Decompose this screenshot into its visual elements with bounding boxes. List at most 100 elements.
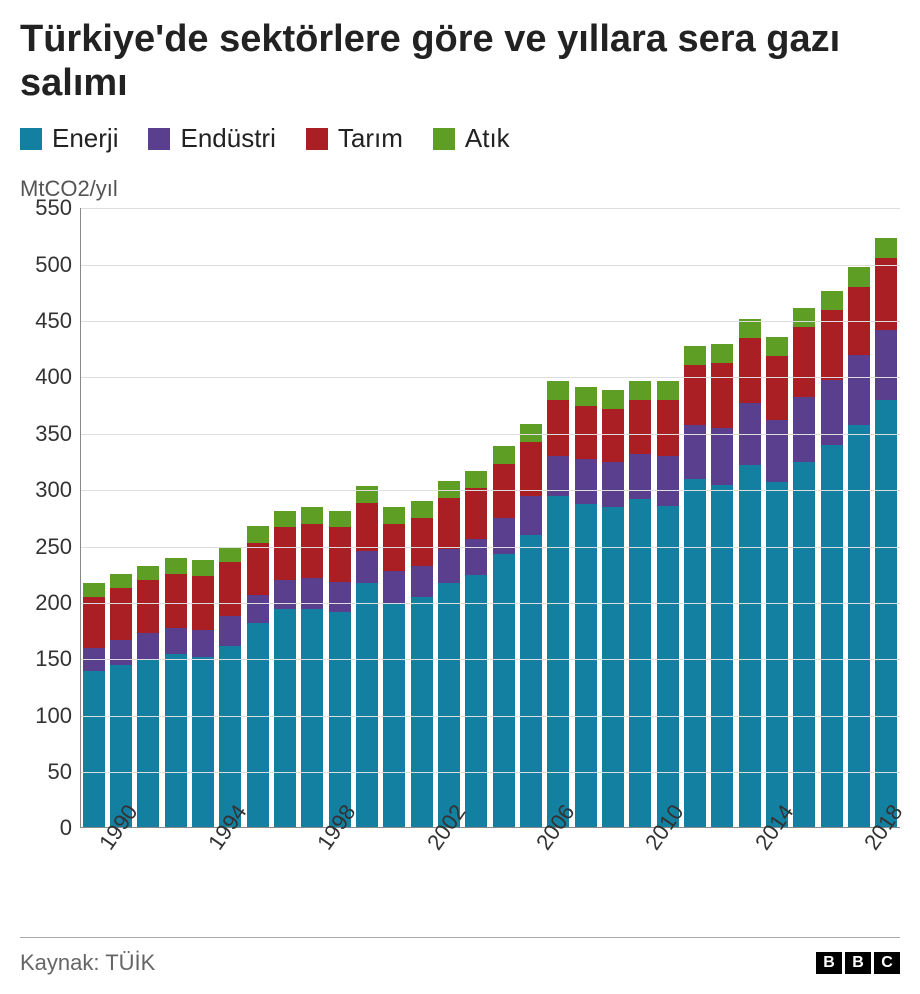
x-tick-slot	[793, 828, 815, 938]
bar-segment	[192, 630, 214, 657]
x-tick-slot	[438, 828, 460, 938]
y-tick-label: 50	[20, 759, 72, 785]
x-tick-slot: 1990	[83, 828, 105, 938]
bar-segment	[356, 503, 378, 551]
bar-segment	[411, 518, 433, 565]
bar-segment	[329, 527, 351, 581]
bar-segment	[301, 578, 323, 608]
bar-segment	[83, 671, 105, 829]
bar-segment	[711, 344, 733, 363]
bar-segment	[110, 588, 132, 640]
x-tick-slot	[575, 828, 597, 938]
chart-title: Türkiye'de sektörlere göre ve yıllara se…	[20, 18, 900, 105]
y-tick-label: 500	[20, 252, 72, 278]
bar-segment	[247, 543, 269, 595]
bar-column	[875, 238, 897, 829]
bar-segment	[110, 640, 132, 665]
x-axis-ticks: 19901994199820022006201020142018	[80, 828, 900, 938]
x-tick-slot: 2002	[411, 828, 433, 938]
bar-segment	[793, 308, 815, 327]
bar-segment	[793, 397, 815, 462]
gridline	[80, 659, 900, 660]
bar-segment	[657, 506, 679, 828]
bar-segment	[602, 390, 624, 409]
legend-item: Enerji	[20, 123, 118, 154]
bar-column	[247, 526, 269, 828]
gridline	[80, 490, 900, 491]
legend-label: Enerji	[52, 123, 118, 154]
bar-segment	[520, 496, 542, 535]
bar-column	[711, 344, 733, 829]
x-tick-slot	[766, 828, 788, 938]
bar-segment	[383, 507, 405, 524]
bar-segment	[247, 623, 269, 828]
bar-segment	[629, 400, 651, 454]
bar-segment	[575, 504, 597, 829]
bar-segment	[110, 574, 132, 589]
bar-segment	[875, 258, 897, 330]
y-tick-label: 0	[20, 815, 72, 841]
y-axis-label: MtCO2/yıl	[20, 176, 900, 202]
x-tick-slot: 2018	[848, 828, 870, 938]
bbc-logo: BBC	[816, 952, 900, 974]
bar-column	[411, 501, 433, 828]
bar-segment	[137, 633, 159, 659]
bar-column	[547, 381, 569, 829]
bar-segment	[821, 380, 843, 445]
bar-column	[329, 511, 351, 829]
bar-column	[165, 558, 187, 829]
bbc-logo-box: B	[845, 952, 871, 974]
bar-segment	[848, 425, 870, 829]
bar-column	[274, 511, 296, 829]
bar-column	[219, 547, 241, 829]
legend-item: Tarım	[306, 123, 403, 154]
y-axis-line	[80, 208, 81, 828]
bar-segment	[629, 454, 651, 499]
bar-segment	[520, 424, 542, 442]
x-tick-slot: 2014	[739, 828, 761, 938]
y-tick-label: 200	[20, 590, 72, 616]
x-tick-slot	[219, 828, 241, 938]
bar-segment	[465, 488, 487, 539]
gridline	[80, 265, 900, 266]
bar-segment	[657, 381, 679, 400]
x-tick-slot	[465, 828, 487, 938]
bar-segment	[165, 574, 187, 628]
chart-plot-area: 19901994199820022006201020142018 0501001…	[20, 208, 900, 828]
bar-segment	[83, 597, 105, 648]
bar-segment	[356, 583, 378, 829]
bars-group	[80, 208, 900, 828]
y-tick-label: 100	[20, 703, 72, 729]
bar-segment	[356, 551, 378, 583]
bar-segment	[411, 597, 433, 828]
x-tick-slot: 1998	[301, 828, 323, 938]
bar-column	[766, 337, 788, 828]
bar-segment	[739, 338, 761, 403]
x-tick-slot	[137, 828, 159, 938]
bar-column	[657, 381, 679, 829]
legend-label: Endüstri	[180, 123, 275, 154]
bar-segment	[711, 428, 733, 484]
x-tick-slot: 1994	[192, 828, 214, 938]
bar-segment	[83, 583, 105, 598]
bar-segment	[520, 535, 542, 828]
bar-segment	[411, 566, 433, 598]
bar-segment	[356, 486, 378, 503]
bar-segment	[438, 583, 460, 829]
bar-segment	[274, 511, 296, 528]
x-tick-slot	[165, 828, 187, 938]
bbc-logo-box: B	[816, 952, 842, 974]
bar-column	[575, 387, 597, 829]
footer-row: Kaynak: TÜİK BBC	[20, 950, 900, 976]
bar-column	[301, 507, 323, 828]
x-tick-slot	[383, 828, 405, 938]
gridline	[80, 377, 900, 378]
bar-segment	[821, 291, 843, 310]
x-tick-slot	[356, 828, 378, 938]
x-tick-slot: 2006	[520, 828, 542, 938]
bar-segment	[575, 459, 597, 504]
bar-segment	[875, 238, 897, 258]
bar-segment	[301, 609, 323, 829]
bar-segment	[629, 381, 651, 400]
bar-segment	[165, 558, 187, 574]
